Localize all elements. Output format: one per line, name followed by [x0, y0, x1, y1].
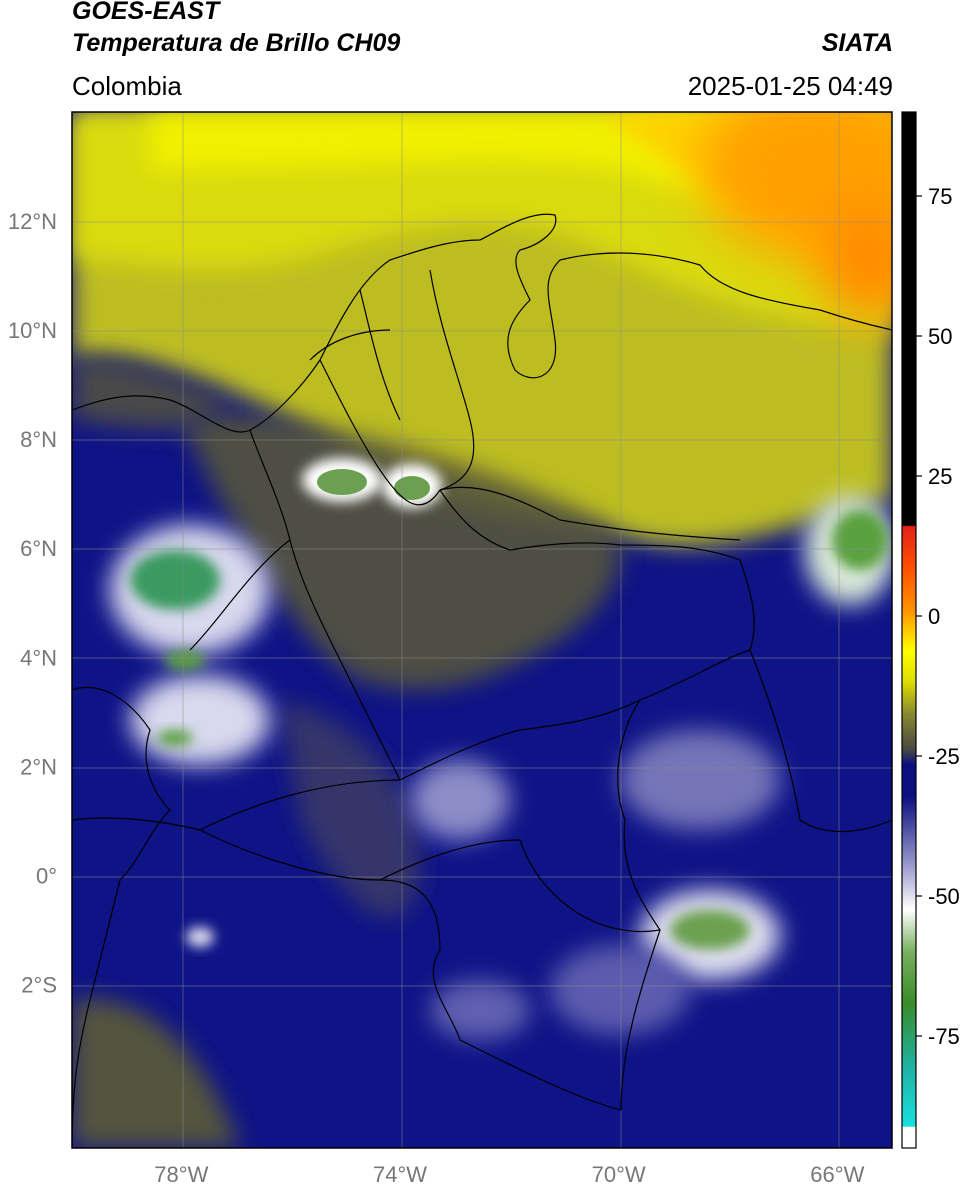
borders-coastline: [72, 213, 892, 1148]
colorbar-gradient: [902, 112, 916, 1148]
lat-tick-label: 2°S: [21, 972, 57, 997]
brightness-temperature-field: [72, 112, 892, 1148]
satellite-title: GOES-EAST: [72, 0, 220, 25]
product-title: Temperatura de Brillo CH09: [72, 29, 401, 57]
lon-tick-label: 74°W: [373, 1162, 427, 1187]
colorbar-tick-label: 0: [928, 604, 940, 629]
colorbar-tick-label: -50: [928, 884, 960, 909]
map-frame: [71, 111, 893, 1149]
colorbar-tick-label: -75: [928, 1024, 960, 1049]
colorbar-tick-label: -25: [928, 744, 960, 769]
colorbar-tick-label: 50: [928, 324, 952, 349]
lat-tick-label: 6°N: [20, 536, 57, 561]
lat-tick-label: 8°N: [20, 427, 57, 452]
lon-tick-label: 78°W: [154, 1162, 208, 1187]
lat-tick-label: 10°N: [8, 318, 57, 343]
lat-tick-label: 0°: [36, 863, 57, 888]
latitude-ticks: 12°N 10°N 8°N 6°N 4°N 2°N 0° 2°S: [8, 209, 57, 997]
lat-tick-label: 2°N: [20, 754, 57, 779]
lat-tick-label: 12°N: [8, 209, 57, 234]
colorbar-tick-label: 25: [928, 464, 952, 489]
lon-tick-label: 70°W: [592, 1162, 646, 1187]
datetime-label: 2025-01-25 04:49: [687, 71, 893, 101]
organization-label: SIATA: [821, 29, 893, 57]
region-label: Colombia: [72, 71, 182, 101]
colorbar-tick-label: 75: [928, 184, 952, 209]
colorbar-ticks: 75 50 25 0 -25 -50 -75: [916, 184, 960, 1049]
lon-tick-label: 66°W: [810, 1162, 864, 1187]
colorbar: [901, 111, 917, 1149]
longitude-ticks: 78°W 74°W 70°W 66°W: [154, 1162, 864, 1187]
graticule: [72, 112, 892, 1148]
lat-tick-label: 4°N: [20, 645, 57, 670]
